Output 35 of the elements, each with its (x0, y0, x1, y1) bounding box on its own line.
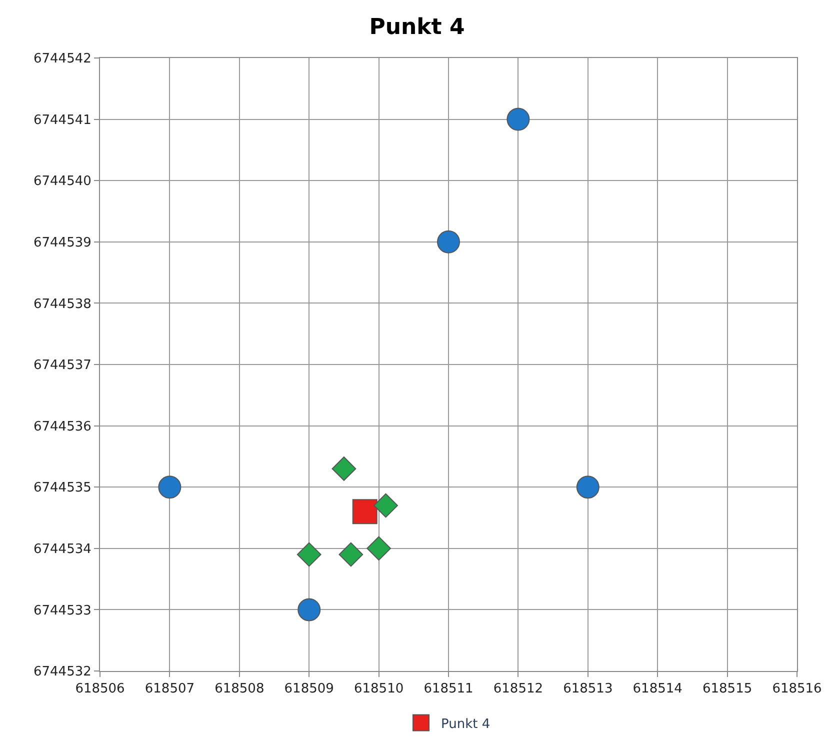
point (298, 598, 321, 622)
point (352, 499, 378, 524)
y-tick-label: 6744534 (33, 542, 92, 557)
point (506, 108, 530, 131)
point (366, 536, 391, 561)
x-tick-label: 618508 (214, 682, 264, 697)
y-tick-label: 6744536 (33, 419, 92, 434)
x-tick-label: 618513 (563, 682, 613, 697)
y-tick-label: 6744533 (33, 603, 92, 618)
point (158, 476, 182, 499)
point (374, 493, 398, 518)
x-tick-label: 618506 (75, 682, 125, 697)
x-tick-label: 618514 (632, 682, 682, 697)
x-tick-label: 618507 (144, 682, 195, 697)
chart-title: Punkt 4 (369, 15, 465, 40)
point (338, 542, 364, 567)
point (332, 456, 356, 481)
y-tick-label: 6744542 (33, 52, 92, 67)
y-tick-label: 6744535 (33, 480, 92, 496)
x-tick-label: 618509 (284, 682, 334, 697)
x-tick-label: 618512 (493, 682, 544, 697)
x-tick-label: 618511 (424, 682, 474, 697)
y-tick-label: 6744538 (33, 296, 92, 312)
y-tick-label: 6744537 (33, 358, 92, 374)
x-tick-label: 618516 (772, 682, 822, 697)
point (296, 542, 322, 567)
x-tick-label: 618510 (354, 682, 404, 697)
legend-label: Punkt 4 (441, 716, 490, 732)
y-tick-label: 6744539 (33, 235, 92, 250)
y-tick-label: 6744540 (33, 174, 92, 190)
point (576, 476, 600, 499)
y-tick-label: 6744541 (33, 112, 92, 128)
x-tick-label: 618515 (702, 682, 752, 697)
point (437, 230, 460, 254)
y-tick-label: 6744532 (33, 664, 92, 680)
